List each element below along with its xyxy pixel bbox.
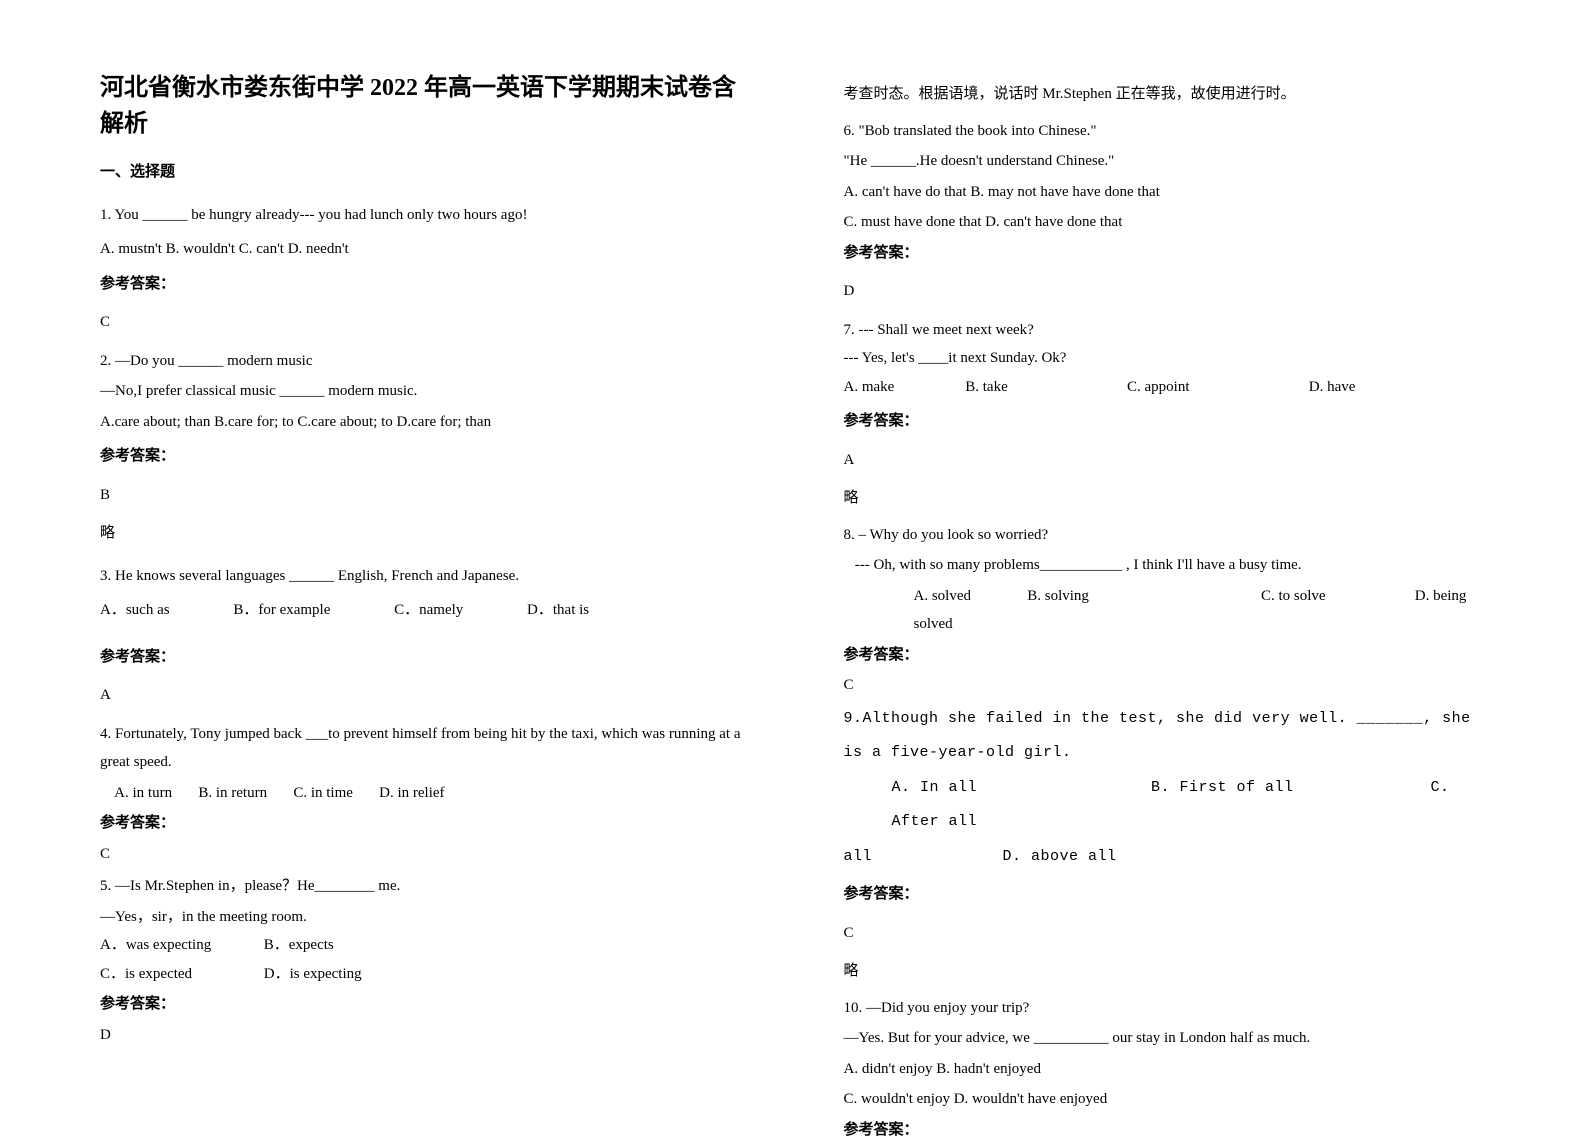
q3-opt-d: D．that is [527,596,589,625]
q8-line1: 8. – Why do you look so worried? [844,521,1488,550]
exam-title: 河北省衡水市娄东街中学 2022 年高一英语下学期期末试卷含解析 [100,70,744,142]
q7-opt-c: C. appoint [1127,373,1277,402]
q5-opt-b: B．expects [264,937,334,953]
q3-opt-b: B．for example [233,596,330,625]
q5-opt-d: D．is expecting [264,966,362,982]
q2-line1: 2. —Do you ______ modern music [100,347,744,376]
q4-line1: 4. Fortunately, Tony jumped back ___to p… [100,720,744,777]
q1-answer: C [100,308,744,337]
section-heading: 一、选择题 [100,158,744,187]
q8-options: A. solved B. solving C. to solve D. bein… [844,582,1488,639]
q6-line4: C. must have done that D. can't have don… [844,208,1488,237]
q8-opt-a: A. solved [914,582,1024,611]
right-column: 考查时态。根据语境，说话时 Mr.Stephen 正在等我，故使用进行时。 6.… [794,0,1587,1122]
q2-answer: B [100,481,744,510]
q1-options: A. mustn't B. wouldn't C. can't D. needn… [100,235,744,264]
q2-answer-label: 参考答案： [100,442,744,471]
page-root: 河北省衡水市娄东街中学 2022 年高一英语下学期期末试卷含解析 一、选择题 1… [0,0,1587,1122]
q6-line3: A. can't have do that B. may not have ha… [844,178,1488,207]
q7-note: 略 [844,484,1488,513]
q4-answer-label: 参考答案： [100,809,744,838]
q7-line1: 7. --- Shall we meet next week? [844,316,1488,345]
q3-text: 3. He knows several languages ______ Eng… [100,562,744,591]
q5-opt-c: C．is expected [100,960,260,989]
q9-opt-b: B. First of all [1151,771,1421,806]
q8-answer: C [844,671,1488,700]
q5-answer-label: 参考答案： [100,990,744,1019]
q7-opt-d: D. have [1309,373,1356,402]
q7-line2: --- Yes, let's ____it next Sunday. Ok? [844,344,1488,373]
q9-opt-d: D. above all [1003,848,1117,865]
q9-note: 略 [844,957,1488,986]
q7-options: A. make B. take C. appoint D. have [844,373,1488,402]
q9-options-row1: A. In all B. First of all C. After all [844,771,1488,840]
q8-answer-label: 参考答案： [844,641,1488,670]
q6-answer-label: 参考答案： [844,239,1488,268]
q9-opt-a: A. In all [892,771,1142,806]
q5-line1: 5. —Is Mr.Stephen in，please？He________ m… [100,872,744,901]
q6-line2: "He ______.He doesn't understand Chinese… [844,147,1488,176]
q5-line2: —Yes，sir，in the meeting room. [100,903,744,932]
q6-answer: D [844,277,1488,306]
q4-answer: C [100,840,744,869]
left-column: 河北省衡水市娄东街中学 2022 年高一英语下学期期末试卷含解析 一、选择题 1… [0,0,794,1122]
q5-opts-row2: C．is expected D．is expecting [100,960,744,989]
q7-opt-b: B. take [965,373,1095,402]
q3-opt-a: A．such as [100,596,170,625]
q10-answer-label: 参考答案： [844,1116,1488,1144]
q2-line3: A.care about; than B.care for; to C.care… [100,408,744,437]
q8-opt-c: C. to solve [1261,582,1411,611]
q3-opt-c: C．namely [394,596,463,625]
q3-answer: A [100,681,744,710]
q3-answer-label: 参考答案： [100,643,744,672]
q1-text: 1. You ______ be hungry already--- you h… [100,201,744,230]
q5-opts-row1: A．was expecting B．expects [100,931,744,960]
q4-options: A. in turn B. in return C. in time D. in… [100,779,744,808]
q8-line2: --- Oh, with so many problems___________… [844,551,1488,580]
q7-answer-label: 参考答案： [844,407,1488,436]
q2-line2: —No,I prefer classical music ______ mode… [100,377,744,406]
q2-note: 略 [100,519,744,548]
q3-options: A．such as B．for example C．namely D．that … [100,596,744,625]
q5-answer: D [100,1021,744,1050]
q9-options-row2: all D. above all [844,840,1488,875]
q7-opt-a: A. make [844,373,934,402]
q1-answer-label: 参考答案： [100,270,744,299]
q10-line3: A. didn't enjoy B. hadn't enjoyed [844,1055,1488,1084]
q5-opt-a: A．was expecting [100,931,260,960]
q10-line2: —Yes. But for your advice, we __________… [844,1024,1488,1053]
q10-line1: 10. —Did you enjoy your trip? [844,994,1488,1023]
q6-line1: 6. "Bob translated the book into Chinese… [844,117,1488,146]
q7-answer: A [844,446,1488,475]
q9-answer-label: 参考答案： [844,880,1488,909]
q5-explanation: 考查时态。根据语境，说话时 Mr.Stephen 正在等我，故使用进行时。 [844,80,1488,109]
q9-answer: C [844,919,1488,948]
q10-line4: C. wouldn't enjoy D. wouldn't have enjoy… [844,1085,1488,1114]
q9-opt-c-tail: all [844,840,874,875]
q8-opt-b: B. solving [1027,582,1257,611]
q9-text: 9.Although she failed in the test, she d… [844,702,1488,771]
